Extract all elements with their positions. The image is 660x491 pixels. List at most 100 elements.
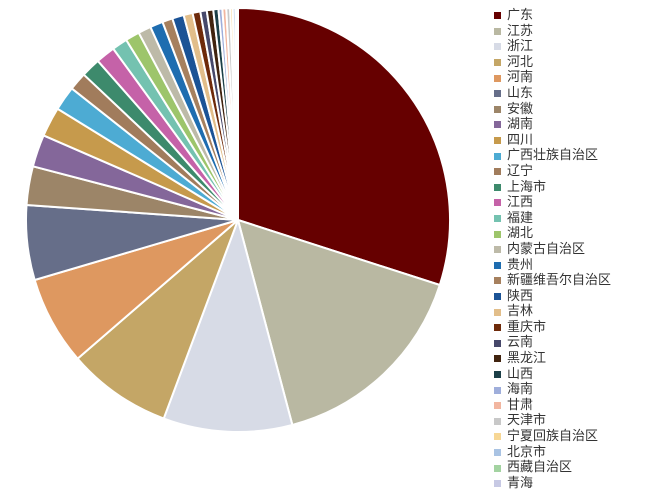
legend-item: 重庆市 — [494, 320, 660, 336]
legend-swatch — [494, 168, 501, 176]
legend-swatch — [494, 43, 501, 51]
legend-item: 陕西 — [494, 289, 660, 305]
legend-swatch — [494, 448, 501, 456]
legend-label: 江西 — [507, 195, 534, 211]
legend-item: 西藏自治区 — [494, 460, 660, 476]
legend-label: 云南 — [507, 335, 534, 351]
legend-swatch — [494, 27, 501, 35]
legend-swatch — [494, 261, 501, 269]
legend-label: 辽宁 — [507, 163, 534, 179]
legend-item: 云南 — [494, 335, 660, 351]
legend-item: 北京市 — [494, 445, 660, 461]
legend-swatch — [494, 12, 501, 20]
legend-label: 山西 — [507, 366, 534, 382]
legend-label: 贵州 — [507, 257, 534, 273]
legend-swatch — [494, 152, 501, 160]
legend-item: 青海 — [494, 476, 660, 491]
legend-swatch — [494, 324, 501, 332]
legend-swatch — [494, 215, 501, 223]
legend-item: 海南 — [494, 382, 660, 398]
pie-slice-2 — [162, 219, 294, 433]
legend-item: 广西壮族自治区 — [494, 148, 660, 164]
legend-item: 内蒙古自治区 — [494, 242, 660, 258]
legend-label: 吉林 — [507, 304, 534, 320]
legend-item: 山东 — [494, 86, 660, 102]
legend-label: 西藏自治区 — [507, 460, 573, 476]
legend-item: 湖南 — [494, 117, 660, 133]
pie-slice-1 — [237, 219, 441, 426]
legend-label: 海南 — [507, 382, 534, 398]
legend-swatch — [494, 402, 501, 410]
legend-label: 河南 — [507, 70, 534, 86]
pie-slice-30 — [235, 6, 239, 221]
legend-label: 重庆市 — [507, 319, 547, 335]
legend-item: 天津市 — [494, 413, 660, 429]
legend-item: 江西 — [494, 195, 660, 211]
legend-label: 广西壮族自治区 — [507, 148, 599, 164]
legend-swatch — [494, 121, 501, 129]
legend-swatch — [494, 339, 501, 347]
legend-label: 内蒙古自治区 — [507, 241, 586, 257]
legend-item: 甘肃 — [494, 398, 660, 414]
legend-item: 上海市 — [494, 180, 660, 196]
legend-label: 浙江 — [507, 39, 534, 55]
legend-swatch — [494, 464, 501, 472]
legend-label: 江苏 — [507, 23, 534, 39]
legend-item: 广东 — [494, 8, 660, 24]
legend-label: 四川 — [507, 132, 534, 148]
legend-label: 青海 — [507, 475, 534, 491]
legend-label: 安徽 — [507, 101, 534, 117]
legend-swatch — [494, 105, 501, 113]
legend-item: 安徽 — [494, 102, 660, 118]
legend-item: 江苏 — [494, 24, 660, 40]
legend-swatch — [494, 386, 501, 394]
legend-item: 吉林 — [494, 304, 660, 320]
legend-item: 新疆维吾尔自治区 — [494, 273, 660, 289]
legend-label: 山东 — [507, 85, 534, 101]
legend-label: 天津市 — [507, 413, 547, 429]
legend-label: 上海市 — [507, 179, 547, 195]
legend-swatch — [494, 199, 501, 207]
pie-slice-0 — [237, 7, 451, 287]
legend-label: 新疆维吾尔自治区 — [507, 273, 612, 289]
legend-swatch — [494, 355, 501, 363]
legend-swatch — [494, 308, 501, 316]
legend-label: 湖南 — [507, 117, 534, 133]
legend-label: 福建 — [507, 210, 534, 226]
legend-swatch — [494, 480, 501, 488]
legend-label: 黑龙江 — [507, 351, 547, 367]
legend-swatch — [494, 417, 501, 425]
legend-label: 宁夏回族自治区 — [507, 429, 599, 445]
legend-item: 浙江 — [494, 39, 660, 55]
legend-label: 河北 — [507, 54, 534, 70]
pie-slice-3 — [76, 219, 239, 420]
legend-label: 甘肃 — [507, 397, 534, 413]
legend-swatch — [494, 59, 501, 67]
legend-label: 陕西 — [507, 288, 534, 304]
legend-item: 辽宁 — [494, 164, 660, 180]
legend-item: 湖北 — [494, 226, 660, 242]
legend-swatch — [494, 246, 501, 254]
legend-swatch — [494, 90, 501, 98]
legend-swatch — [494, 74, 501, 82]
legend-swatch — [494, 292, 501, 300]
legend-item: 四川 — [494, 133, 660, 149]
legend-item: 河北 — [494, 55, 660, 71]
legend-item: 福建 — [494, 211, 660, 227]
legend-label: 湖北 — [507, 226, 534, 242]
legend-label: 北京市 — [507, 444, 547, 460]
legend-item: 河南 — [494, 70, 660, 86]
legend: 广东 江苏 浙江 河北 河南 山东 安徽 湖南 四川 广西壮族自治区 辽宁 上海市 江西 福建 湖北 内蒙古自… — [494, 8, 660, 491]
legend-item: 贵州 — [494, 258, 660, 274]
legend-label: 广东 — [507, 8, 534, 23]
legend-swatch — [494, 183, 501, 191]
legend-swatch — [494, 277, 501, 285]
legend-item: 黑龙江 — [494, 351, 660, 367]
legend-swatch — [494, 370, 501, 378]
legend-swatch — [494, 137, 501, 145]
legend-swatch — [494, 230, 501, 238]
legend-swatch — [494, 433, 501, 441]
legend-item: 宁夏回族自治区 — [494, 429, 660, 445]
